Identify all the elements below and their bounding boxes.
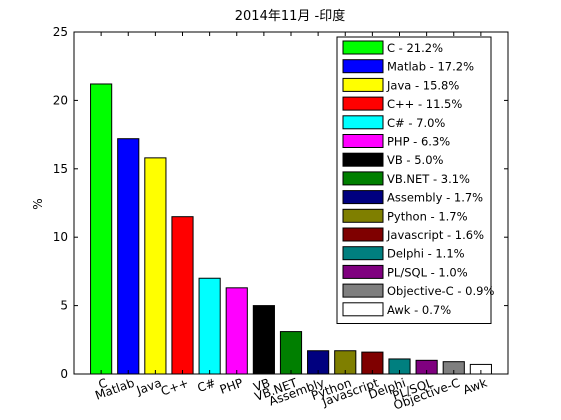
x-tick-label: Awk [461,376,489,398]
bar-c- [171,216,194,375]
bar-vb-net [279,331,303,375]
legend-entry: PHP - 6.3% [387,135,450,149]
chart-title: 2014年11月 -印度 [235,8,345,24]
bar-php [225,287,248,375]
y-ticks-group: 0 5 10 15 20 25 [53,25,508,381]
legend-entry: VB - 5.0% [387,153,444,167]
y-tick-label: 5 [60,299,68,313]
legend-entry: Python - 1.7% [387,209,468,223]
x-tick-label: C++ [159,376,191,399]
legend-entry: Java - 15.8% [386,78,459,92]
bar-matlab [117,138,140,375]
legend-entry: C++ - 11.5% [387,97,462,111]
legend-entry: Matlab - 17.2% [387,60,474,74]
bar-java [144,157,167,375]
y-tick-label: 0 [60,367,68,381]
legend-entry: VB.NET - 3.1% [387,172,470,186]
legend-entry: Objective-C - 0.9% [387,284,494,298]
legend-swatch [342,115,384,130]
bar-c [90,83,113,375]
x-tick-label: PHP [218,376,245,397]
legend-swatch [342,40,384,55]
bar-vb [252,305,275,375]
legend-entry: Delphi - 1.1% [387,247,465,261]
y-axis-label: % [31,198,45,209]
legend-swatch [342,208,384,223]
y-tick-label: 20 [53,93,68,107]
y-tick-label: 15 [53,162,68,176]
legend-swatch [342,264,384,279]
legend: C - 21.2% Matlab - 17.2% Java - 15.8% C++ -… [336,36,494,324]
legend-swatch [342,171,384,186]
legend-entry: Awk - 0.7% [387,303,451,317]
legend-swatch [342,302,384,317]
legend-swatch [342,190,384,205]
legend-entry: PL/SQL - 1.0% [387,265,468,279]
y-tick-label: 25 [53,25,68,39]
legend-swatch [342,77,384,92]
legend-entry: Javascript - 1.6% [386,228,484,242]
x-tick-label: VB [252,376,272,395]
legend-swatch [342,134,384,148]
legend-swatch [342,227,384,242]
legend-swatch [342,152,384,167]
legend-entry: C - 21.2% [387,41,443,55]
legend-swatch [342,96,384,111]
legend-entry: C# - 7.0% [387,116,445,130]
legend-swatch [342,283,384,298]
x-tick-label: C# [196,376,218,395]
legend-swatch [342,246,384,261]
legend-swatch [342,59,384,74]
legend-entry: Assembly - 1.7% [387,191,483,205]
bars-group [90,83,492,375]
bar-c- [198,277,221,375]
y-tick-label: 10 [53,230,68,244]
